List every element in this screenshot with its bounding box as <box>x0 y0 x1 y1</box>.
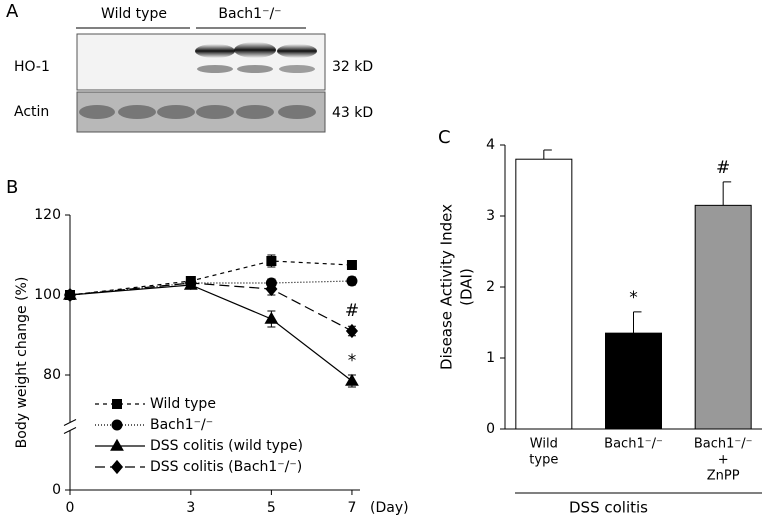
legend-marker <box>112 399 122 409</box>
x-tick-label: ZnPP <box>707 469 740 484</box>
y-tick-label: 4 <box>486 137 495 153</box>
point <box>266 256 277 266</box>
annotation: * <box>629 288 638 308</box>
size-label: 32 kD <box>332 59 373 75</box>
x-tick-label: Wild <box>530 437 558 452</box>
panel-label: B <box>6 177 18 198</box>
x-tick-label: type <box>529 453 558 468</box>
group-label: Wild type <box>101 6 167 22</box>
y-tick-label: 100 <box>34 287 61 303</box>
size-label: 43 kD <box>332 105 373 121</box>
y-axis-label: (DAI) <box>458 268 476 306</box>
error-bar <box>633 311 642 334</box>
x-tick-label: 0 <box>66 500 75 516</box>
point <box>345 373 359 386</box>
bar <box>694 204 752 430</box>
point <box>264 311 279 324</box>
legend-label: DSS colitis (Bach1⁻/⁻) <box>150 459 302 475</box>
legend-marker <box>110 459 124 475</box>
annotation: * <box>348 351 357 371</box>
blot-ho1 <box>76 33 326 91</box>
y-tick-label: 3 <box>486 208 495 224</box>
legend-label: DSS colitis (wild type) <box>150 438 303 454</box>
x-tick-label: 3 <box>186 500 195 516</box>
series-line <box>69 260 352 296</box>
blot-actin <box>76 91 326 133</box>
legend-label: Bach1⁻/⁻ <box>150 417 213 433</box>
legend-marker <box>110 438 124 451</box>
bar <box>515 158 573 430</box>
x-tick-label: Bach1⁻/⁻ <box>604 437 663 452</box>
x-tick-label: + <box>718 453 729 468</box>
y-tick-label: 2 <box>486 279 495 295</box>
legend-label: Wild type <box>150 396 216 412</box>
panel-label: C <box>438 127 451 148</box>
y-tick-label: 1 <box>486 350 495 366</box>
point <box>265 281 278 297</box>
group-label: DSS colitis <box>569 499 648 517</box>
y-tick-label: 0 <box>52 482 61 498</box>
error-bar <box>722 181 732 206</box>
x-tick-label: 7 <box>347 500 356 516</box>
bar <box>605 332 662 430</box>
point <box>345 323 358 339</box>
y-tick-label: 80 <box>43 367 61 383</box>
x-tick-label: 5 <box>267 500 276 516</box>
point <box>63 287 77 303</box>
point <box>184 275 197 291</box>
annotation: # <box>716 158 730 178</box>
x-tick-label: Bach1⁻/⁻ <box>694 437 753 452</box>
annotation: # <box>345 301 359 321</box>
x-axis-label: (Day) <box>370 500 409 516</box>
point <box>346 275 358 287</box>
y-tick-label: 120 <box>34 207 61 223</box>
series-line <box>69 282 353 332</box>
row-label: HO-1 <box>14 59 50 75</box>
y-axis-label: Body weight change (%) <box>14 277 30 449</box>
y-tick-label: 0 <box>486 421 495 437</box>
series-line <box>69 284 353 382</box>
legend-marker <box>111 419 123 431</box>
error-bar <box>543 149 552 160</box>
axis-break <box>63 419 77 426</box>
group-label: Bach1⁻/⁻ <box>218 6 281 22</box>
row-label: Actin <box>14 104 49 120</box>
axis-break <box>63 427 77 434</box>
panel-label: A <box>6 1 19 22</box>
y-axis-label: Disease Activity Index <box>438 204 456 370</box>
point <box>346 260 357 270</box>
